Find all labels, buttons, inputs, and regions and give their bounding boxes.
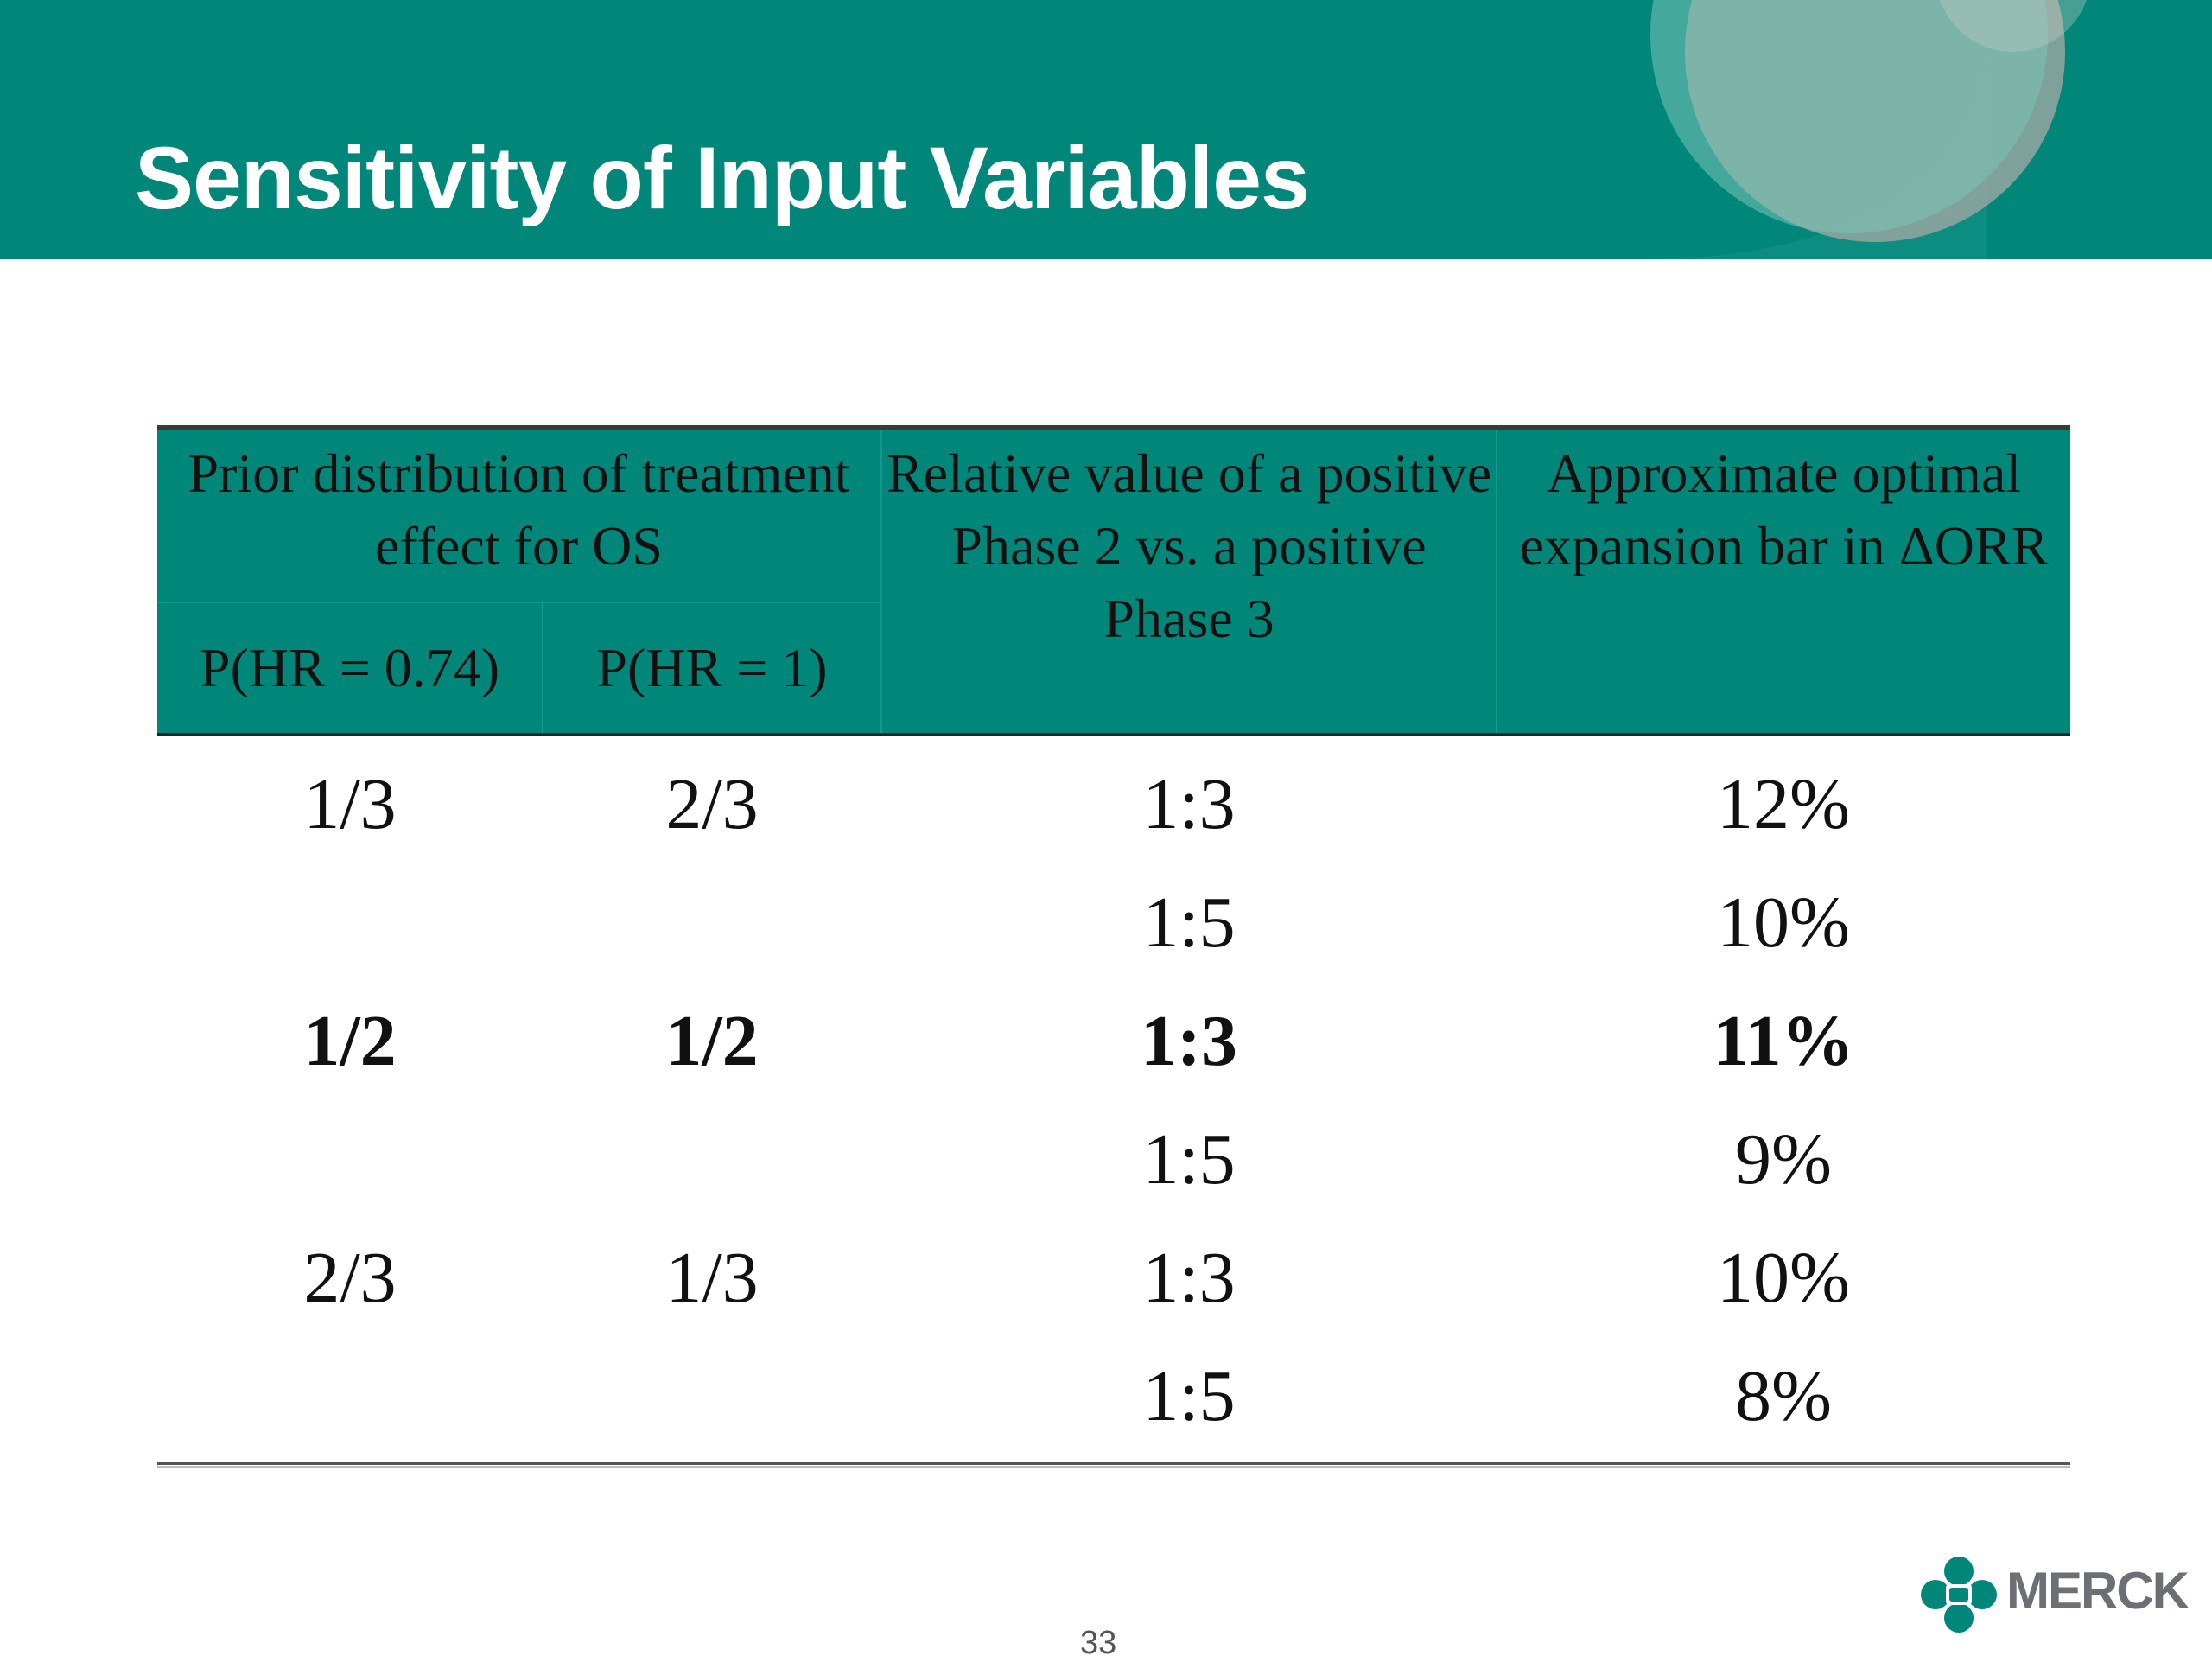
cell-p-hr-1: 1/3 [665,1238,759,1318]
cell-relative-value: 1:3 [1142,1238,1236,1318]
cell-p-hr-074 [157,1100,543,1219]
header-expansion-bar: Approximate optimal expansion bar in ΔOR… [1496,428,2070,736]
cell-p-hr-074 [157,1337,543,1455]
cell-p-hr-1: 1/2 [665,1001,759,1081]
cell-expansion-bar: 11% [1713,1001,1854,1081]
decorative-circles [1642,0,2087,259]
table-row: 1/3 2/3 1:3 12% [157,735,2070,863]
table-row-highlighted: 1/2 1/2 1:3 11% [157,982,2070,1100]
cell-p-hr-074 [157,863,543,982]
cell-relative-value: 1:3 [1141,1001,1237,1081]
cell-expansion-bar: 10% [1717,882,1850,963]
cell-relative-value: 1:5 [1142,882,1236,963]
cell-p-hr-1: 2/3 [665,764,759,844]
cell-p-hr-1 [543,1337,881,1455]
merck-logo-icon [1921,1557,1997,1633]
merck-wordmark: MERCK [2006,1562,2190,1620]
table-row: 2/3 1/3 1:3 10% [157,1219,2070,1337]
sensitivity-table: Prior distribution of treatment effect f… [157,425,2070,1465]
cell-p-hr-074: 1/2 [303,1001,397,1081]
slide-title: Sensitivity of Input Variables [135,129,1310,227]
header-prior-distribution: Prior distribution of treatment effect f… [157,428,881,602]
page-number: 33 [1080,1625,1117,1661]
cell-expansion-bar: 9% [1735,1119,1832,1200]
cell-relative-value: 1:3 [1142,764,1236,844]
header-relative-value: Relative value of a positive Phase 2 vs.… [880,428,1497,736]
cell-relative-value: 1:5 [1142,1119,1236,1200]
cell-p-hr-1 [543,1100,881,1219]
cell-expansion-bar: 12% [1717,764,1850,844]
table-row: 1:5 10% [157,863,2070,982]
cell-p-hr-074: 2/3 [303,1238,397,1318]
cell-expansion-bar: 8% [1735,1356,1832,1436]
table-row: 1:5 9% [157,1100,2070,1219]
cell-p-hr-074: 1/3 [303,764,397,844]
table-bottom-rule [157,1462,2070,1465]
table-row: 1:5 8% [157,1337,2070,1455]
cell-p-hr-1 [543,863,881,982]
cell-relative-value: 1:5 [1142,1356,1236,1436]
header-p-hr-074: P(HR = 0.74) [157,602,543,735]
header-p-hr-1: P(HR = 1) [542,602,881,735]
header-band: Sensitivity of Input Variables [0,0,2212,259]
cell-expansion-bar: 10% [1717,1238,1850,1318]
